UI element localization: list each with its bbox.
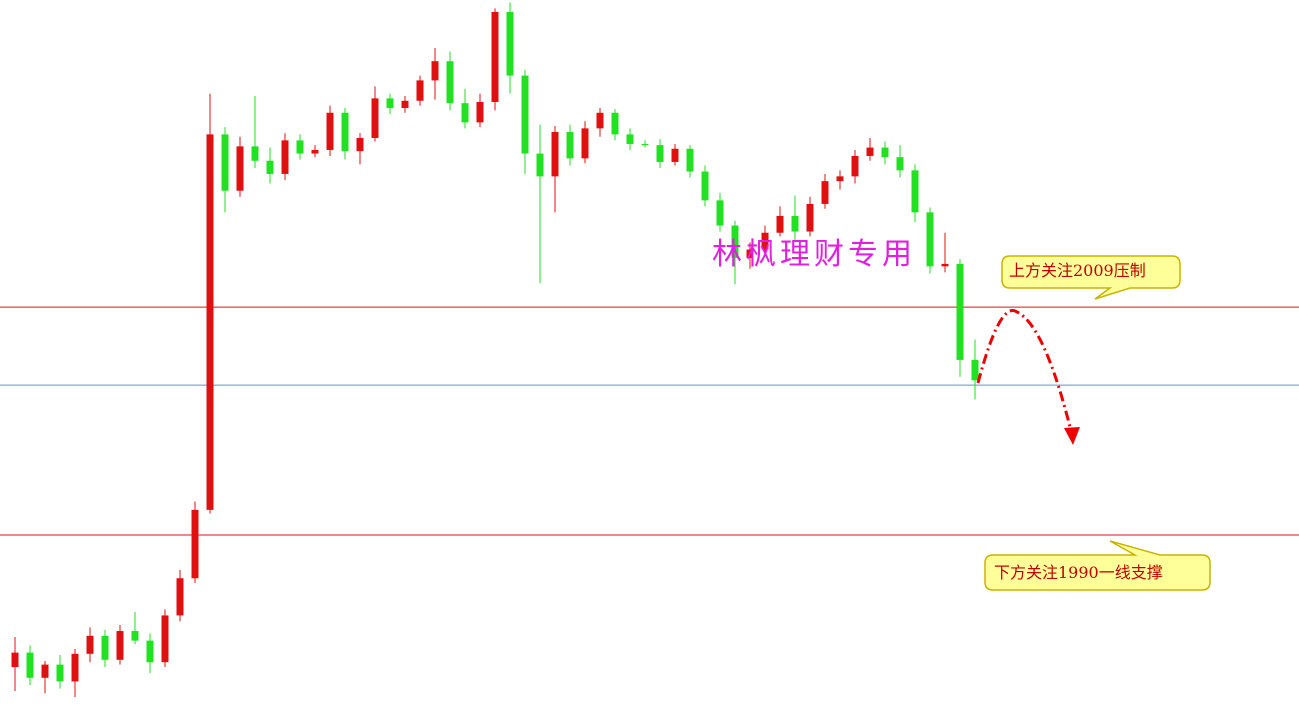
candle-body — [701, 171, 709, 201]
candle-body — [491, 11, 499, 102]
candle-body — [821, 181, 829, 204]
candle-body — [311, 149, 319, 154]
candle-body — [281, 140, 289, 174]
candle-body — [881, 147, 889, 158]
candle-body — [101, 635, 109, 660]
annotation-lower: 下方关注1990一线支撑 — [994, 563, 1163, 582]
candle-body — [971, 359, 979, 381]
candle-body — [191, 509, 199, 579]
candle-body — [371, 98, 379, 138]
candle-body — [386, 98, 394, 108]
candle-body — [416, 80, 424, 101]
candle-body — [506, 11, 514, 76]
candle-body — [176, 578, 184, 616]
candle-body — [431, 61, 439, 81]
candle-body — [851, 155, 859, 177]
candle-body — [356, 137, 364, 152]
candle-body — [206, 134, 214, 510]
level-lines — [0, 306, 1299, 536]
candle-body — [341, 112, 349, 152]
candle-body — [266, 160, 274, 174]
candle-body — [896, 157, 904, 171]
candle-body — [926, 212, 934, 267]
candles — [11, 2, 979, 698]
candle-body — [41, 664, 49, 678]
candle-body — [476, 101, 484, 123]
candle-body — [326, 112, 334, 150]
candle-body — [551, 131, 559, 177]
candle-body — [836, 176, 844, 182]
candle-body — [446, 61, 454, 104]
candle-body — [236, 146, 244, 191]
candle-body — [11, 652, 19, 668]
candle-body — [161, 615, 169, 663]
candle-body — [26, 652, 34, 678]
candle-body — [56, 664, 64, 682]
candle-body — [221, 134, 229, 191]
candle-body — [911, 170, 919, 213]
candle-body — [686, 148, 694, 172]
candle-body — [656, 145, 664, 162]
callout-upper — [1001, 255, 1181, 300]
candle-body — [956, 263, 964, 360]
candle-body — [71, 653, 79, 682]
candle-body — [461, 103, 469, 123]
candle-body — [716, 200, 724, 226]
candle-body — [776, 215, 784, 233]
candle-body — [566, 131, 574, 159]
candle-body — [296, 140, 304, 154]
candle-body — [611, 112, 619, 135]
candle-body — [626, 134, 634, 144]
candle-body — [746, 249, 754, 258]
forecast-arrow — [976, 309, 1074, 436]
arrow-head — [1064, 427, 1080, 445]
candle-body — [791, 215, 799, 232]
candle-body — [131, 631, 139, 641]
annotation-upper: 上方关注2009压制 — [1009, 261, 1146, 280]
candle-body — [521, 75, 529, 154]
candle-body — [806, 203, 814, 232]
candle-body — [251, 146, 259, 161]
candle-body — [401, 100, 409, 108]
candle-body — [866, 147, 874, 156]
candle-body — [761, 232, 769, 250]
candle-body — [86, 635, 94, 654]
candle-body — [941, 263, 949, 267]
candle-body — [596, 112, 604, 129]
candle-body — [536, 153, 544, 177]
watermark: 林枫理财专用 — [712, 237, 916, 272]
candle-body — [641, 143, 649, 146]
candle-body — [581, 128, 589, 159]
candle-body — [731, 225, 739, 258]
candle-body — [671, 148, 679, 162]
candle-body — [116, 631, 124, 660]
candle-body — [146, 640, 154, 663]
callout-lower — [984, 540, 1211, 591]
